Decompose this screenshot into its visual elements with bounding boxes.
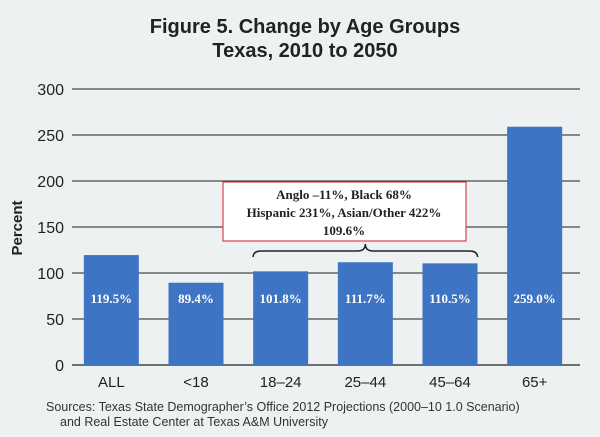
annotation: Anglo –11%, Black 68% Hispanic 231%, Asi… <box>222 181 479 258</box>
y-tick-label: 50 <box>46 312 64 329</box>
x-tick-label: ALL <box>98 374 125 391</box>
x-tick-label: 45–64 <box>429 374 471 391</box>
bar <box>422 263 478 365</box>
y-tick-label: 250 <box>37 128 64 145</box>
annotation-line-3: 109.6% <box>323 223 365 238</box>
chart-title: Figure 5. Change by Age Groups <box>150 16 460 38</box>
bar <box>83 255 139 365</box>
x-tick-label: <18 <box>183 374 208 391</box>
y-tick-label: 0 <box>55 358 64 375</box>
x-tick-label: 25–44 <box>344 374 386 391</box>
bar <box>337 262 393 365</box>
y-tick-label: 150 <box>37 220 64 237</box>
y-tick-label: 200 <box>37 174 64 191</box>
y-tick-label: 300 <box>37 82 64 99</box>
gridlines <box>72 88 580 366</box>
bars <box>83 126 563 365</box>
data-label: 259.0% <box>514 291 556 306</box>
annotation-line-2: Hispanic 231%, Asian/Other 422% <box>247 205 442 220</box>
data-label: 89.4% <box>178 291 214 306</box>
chart-subtitle: Texas, 2010 to 2050 <box>212 40 397 62</box>
annotation-line-1: Anglo –11%, Black 68% <box>276 187 412 202</box>
x-tick-labels: ALL <18 18–24 25–44 45–64 65+ <box>98 374 548 391</box>
source-line-1: Sources: Texas State Demographer’s Offic… <box>46 400 520 414</box>
bar <box>507 126 563 365</box>
y-tick-labels: 0 50 100 150 200 250 300 <box>37 82 64 375</box>
y-axis-label: Percent <box>9 200 26 255</box>
data-labels: 119.5% 89.4% 101.8% 111.7% 110.5% 259.0% <box>91 291 556 306</box>
data-label: 119.5% <box>91 291 133 306</box>
y-tick-label: 100 <box>37 266 64 283</box>
data-label: 110.5% <box>429 291 471 306</box>
annotation-brace <box>252 243 479 258</box>
bar <box>168 282 224 365</box>
x-tick-label: 18–24 <box>260 374 302 391</box>
annotation-box <box>222 181 467 242</box>
data-label: 101.8% <box>260 291 302 306</box>
data-label: 111.7% <box>345 291 386 306</box>
x-tick-label: 65+ <box>522 374 548 391</box>
bar <box>253 271 309 365</box>
source-line-2: and Real Estate Center at Texas A&M Univ… <box>60 415 329 429</box>
